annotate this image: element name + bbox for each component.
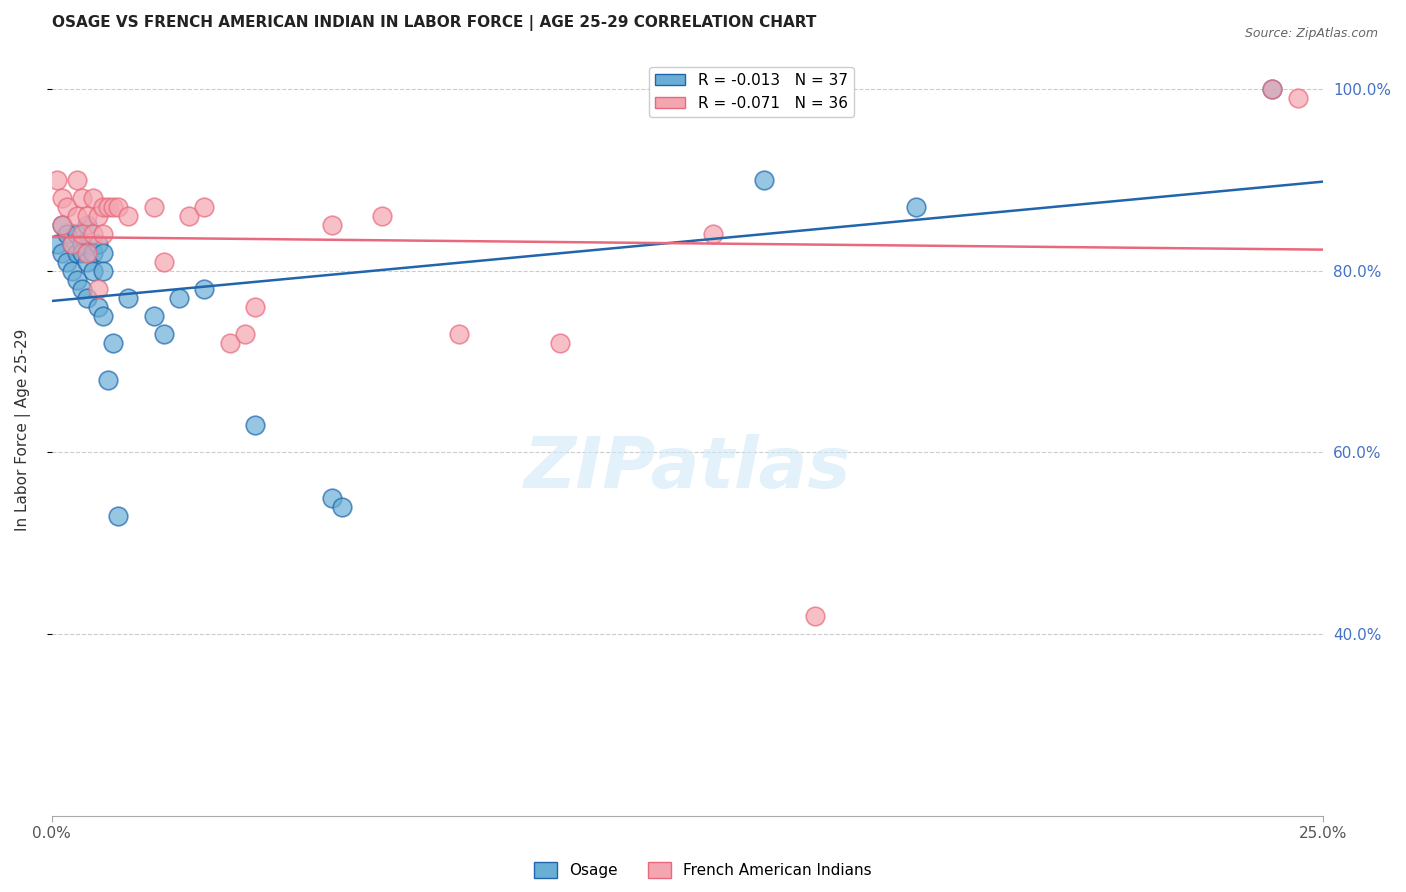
French American Indians	[45, 173, 67, 187]
Osage	[321, 491, 343, 505]
Osage	[51, 219, 73, 233]
Osage	[245, 418, 267, 433]
Text: Source: ZipAtlas.com: Source: ZipAtlas.com	[1244, 27, 1378, 40]
French American Indians	[76, 209, 98, 223]
Osage	[76, 291, 98, 305]
French American Indians	[117, 209, 139, 223]
Osage	[101, 336, 124, 351]
Osage	[142, 310, 165, 324]
Osage	[66, 273, 89, 287]
French American Indians	[142, 200, 165, 214]
French American Indians	[550, 336, 572, 351]
Osage	[91, 264, 114, 278]
Osage	[45, 236, 67, 251]
French American Indians	[218, 336, 240, 351]
Osage	[76, 254, 98, 268]
French American Indians	[91, 200, 114, 214]
French American Indians	[76, 245, 98, 260]
French American Indians	[371, 209, 394, 223]
Osage	[330, 500, 353, 514]
Osage	[752, 173, 775, 187]
French American Indians	[245, 300, 267, 314]
Legend: Osage, French American Indians: Osage, French American Indians	[527, 856, 879, 884]
French American Indians	[179, 209, 201, 223]
French American Indians	[803, 609, 825, 624]
French American Indians	[72, 227, 94, 242]
French American Indians	[86, 209, 108, 223]
French American Indians	[91, 227, 114, 242]
Osage	[66, 245, 89, 260]
French American Indians	[82, 191, 104, 205]
Osage	[82, 264, 104, 278]
French American Indians	[66, 209, 89, 223]
Y-axis label: In Labor Force | Age 25-29: In Labor Force | Age 25-29	[15, 328, 31, 531]
Osage	[86, 236, 108, 251]
Osage	[152, 327, 174, 342]
French American Indians	[82, 227, 104, 242]
Osage	[905, 200, 928, 214]
Osage	[72, 236, 94, 251]
Osage	[91, 310, 114, 324]
French American Indians	[321, 219, 343, 233]
Osage	[76, 219, 98, 233]
Osage	[72, 245, 94, 260]
Osage	[66, 227, 89, 242]
Osage	[86, 300, 108, 314]
Legend: R = -0.013   N = 37, R = -0.071   N = 36: R = -0.013 N = 37, R = -0.071 N = 36	[648, 67, 853, 117]
French American Indians	[233, 327, 256, 342]
Osage	[1261, 82, 1284, 96]
Text: OSAGE VS FRENCH AMERICAN INDIAN IN LABOR FORCE | AGE 25-29 CORRELATION CHART: OSAGE VS FRENCH AMERICAN INDIAN IN LABOR…	[52, 15, 817, 31]
Osage	[72, 282, 94, 296]
French American Indians	[72, 191, 94, 205]
French American Indians	[51, 219, 73, 233]
French American Indians	[60, 236, 83, 251]
French American Indians	[702, 227, 724, 242]
French American Indians	[107, 200, 129, 214]
Osage	[117, 291, 139, 305]
Osage	[56, 254, 79, 268]
French American Indians	[193, 200, 215, 214]
French American Indians	[1261, 82, 1284, 96]
French American Indians	[97, 200, 120, 214]
Osage	[56, 227, 79, 242]
French American Indians	[447, 327, 470, 342]
Osage	[91, 245, 114, 260]
Osage	[60, 264, 83, 278]
French American Indians	[66, 173, 89, 187]
French American Indians	[1286, 91, 1309, 105]
Osage	[107, 509, 129, 524]
French American Indians	[101, 200, 124, 214]
Osage	[51, 245, 73, 260]
Osage	[167, 291, 190, 305]
Osage	[97, 373, 120, 387]
French American Indians	[51, 191, 73, 205]
French American Indians	[86, 282, 108, 296]
French American Indians	[152, 254, 174, 268]
Osage	[82, 245, 104, 260]
Osage	[193, 282, 215, 296]
Osage	[60, 236, 83, 251]
French American Indians	[56, 200, 79, 214]
Text: ZIPatlas: ZIPatlas	[524, 434, 851, 503]
